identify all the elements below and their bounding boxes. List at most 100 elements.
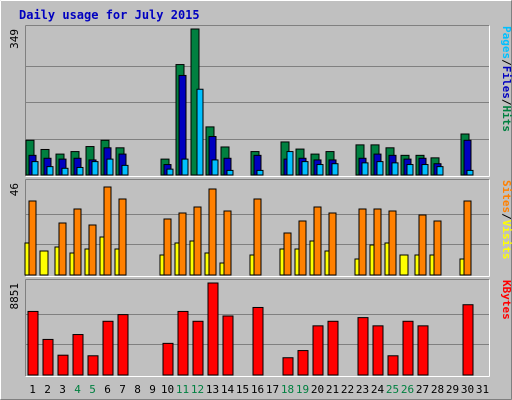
x-tick-label-day-22: 22 — [341, 383, 354, 396]
bar-kbytes-day-30 — [462, 304, 474, 376]
x-tick-label-day-20: 20 — [311, 383, 324, 396]
x-tick-label-day-30: 30 — [461, 383, 474, 396]
x-tick-label-day-1: 1 — [29, 383, 36, 396]
bar-pages-day-27 — [421, 164, 429, 176]
bar-kbytes-day-19 — [297, 350, 309, 376]
bar-sites-day-13 — [208, 188, 217, 276]
bar-kbytes-day-26 — [402, 320, 414, 376]
bar-sites-day-20 — [313, 206, 322, 276]
bar-kbytes-day-10 — [162, 342, 174, 376]
legend-label-hits: Hits — [500, 106, 512, 133]
legend-labels: Sites/Visits — [500, 180, 512, 260]
x-tick-label-day-24: 24 — [371, 383, 385, 396]
legend-label-files: Files — [500, 66, 512, 99]
x-tick-label-day-27: 27 — [416, 383, 429, 396]
bar-pages-day-5 — [91, 161, 99, 176]
bar-pages-day-25 — [391, 162, 399, 176]
y-max-label: 46 — [8, 183, 21, 196]
bar-sites-day-1 — [28, 200, 37, 276]
x-tick-label-day-25: 25 — [386, 383, 399, 396]
legend-label-pages: Pages — [500, 26, 512, 59]
bar-pages-day-4 — [76, 166, 84, 176]
bar-sites-day-7 — [118, 198, 127, 276]
bar-sites-day-6 — [103, 186, 112, 276]
bar-kbytes-day-13 — [207, 282, 219, 376]
bar-sites-day-21 — [328, 212, 337, 276]
bar-pages-day-16 — [256, 169, 264, 176]
bar-kbytes-day-14 — [222, 315, 234, 376]
x-tick-label-day-4: 4 — [74, 383, 81, 396]
bar-sites-day-23 — [358, 208, 367, 276]
bar-pages-day-28 — [436, 166, 444, 176]
bar-pages-day-7 — [121, 164, 129, 176]
panel-2: 46 Sites/Visits — [8, 179, 512, 277]
legend-separator: / — [500, 99, 512, 106]
x-tick-label-day-28: 28 — [431, 383, 444, 396]
legend-label-sites: Sites — [500, 180, 512, 213]
legend-labels: KBytes — [500, 280, 512, 320]
panel-3: 8851 KBytes — [8, 279, 512, 377]
x-tick-label-day-21: 21 — [326, 383, 339, 396]
bar-sites-day-3 — [58, 222, 67, 276]
bar-kbytes-day-5 — [87, 355, 99, 376]
legend-separator: / — [500, 59, 512, 66]
x-tick-label-day-5: 5 — [89, 383, 96, 396]
bar-pages-day-12 — [196, 88, 204, 176]
bar-pages-day-24 — [376, 161, 384, 176]
x-tick-label-day-8: 8 — [134, 383, 141, 396]
legend-labels: Pages/Files/Hits — [500, 26, 512, 132]
bar-pages-day-3 — [61, 167, 69, 176]
bar-pages-day-21 — [331, 163, 339, 176]
bar-sites-day-11 — [178, 212, 187, 276]
x-tick-label-day-6: 6 — [104, 383, 111, 396]
x-tick-label-day-29: 29 — [446, 383, 459, 396]
x-tick-label-day-14: 14 — [221, 383, 235, 396]
bar-kbytes-day-16 — [252, 306, 264, 376]
bar-sites-day-27 — [418, 214, 427, 276]
bar-sites-day-30 — [463, 200, 472, 276]
bar-sites-day-5 — [88, 224, 97, 276]
bar-pages-day-30 — [466, 169, 474, 176]
bar-kbytes-day-1 — [27, 310, 39, 376]
x-tick-label-day-15: 15 — [236, 383, 249, 396]
x-tick-label-day-9: 9 — [149, 383, 156, 396]
x-tick-label-day-16: 16 — [251, 383, 264, 396]
bar-sites-day-14 — [223, 210, 232, 276]
bar-sites-day-16 — [253, 198, 262, 276]
bar-pages-day-6 — [106, 158, 114, 176]
x-tick-label-day-10: 10 — [161, 383, 174, 396]
legend-label-visits: Visits — [500, 220, 512, 260]
x-tick-label-day-3: 3 — [59, 383, 66, 396]
bar-kbytes-day-18 — [282, 357, 294, 376]
bar-sites-day-18 — [283, 232, 292, 276]
bar-kbytes-day-21 — [327, 320, 339, 376]
y-max-label: 349 — [8, 29, 21, 49]
bar-pages-day-1 — [31, 161, 39, 176]
bar-files-day-30 — [463, 139, 472, 176]
bar-kbytes-day-11 — [177, 310, 189, 376]
bar-kbytes-day-23 — [357, 317, 369, 376]
bar-pages-day-13 — [211, 159, 219, 176]
x-tick-label-day-2: 2 — [44, 383, 51, 396]
x-tick-label-day-18: 18 — [281, 383, 294, 396]
bar-pages-day-19 — [301, 161, 309, 176]
bar-sites-day-19 — [298, 220, 307, 276]
x-tick-label-day-13: 13 — [206, 383, 219, 396]
bar-pages-day-26 — [406, 164, 414, 176]
bar-kbytes-day-24 — [372, 325, 384, 376]
bar-kbytes-day-12 — [192, 320, 204, 376]
x-tick-label-day-11: 11 — [176, 383, 189, 396]
bar-sites-day-24 — [373, 208, 382, 276]
chart-title: Daily usage for July 2015 — [19, 8, 200, 22]
bar-kbytes-day-27 — [417, 325, 429, 376]
bar-sites-day-10 — [163, 218, 172, 276]
bar-sites-day-12 — [193, 206, 202, 276]
x-tick-label-day-7: 7 — [119, 383, 126, 396]
x-tick-label-day-31: 31 — [476, 383, 489, 396]
bar-pages-day-10 — [166, 168, 174, 176]
bar-pages-day-2 — [46, 166, 54, 176]
x-tick-label-day-17: 17 — [266, 383, 279, 396]
x-tick-label-day-26: 26 — [401, 383, 414, 396]
